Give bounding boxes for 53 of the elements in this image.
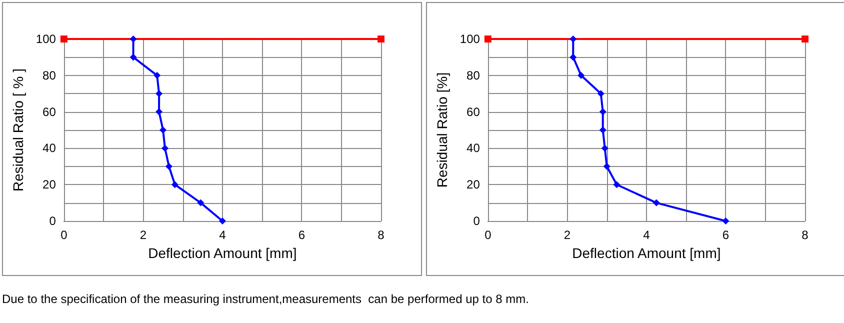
x-tick-label: 2 xyxy=(140,228,147,242)
y-tick-label: 0 xyxy=(49,214,56,228)
point xyxy=(378,36,384,42)
point xyxy=(60,36,68,42)
y-tick-label: 60 xyxy=(466,104,480,119)
x-axis-title: Deflection Amount [mm] xyxy=(572,244,721,261)
x-tick-label: 2 xyxy=(564,228,571,242)
point xyxy=(570,36,577,42)
point xyxy=(165,162,172,170)
point xyxy=(156,108,163,116)
point xyxy=(578,72,585,79)
y-tick-label: 80 xyxy=(42,68,56,82)
y-axis-title: Residual Ratio [%] xyxy=(434,72,450,188)
point xyxy=(652,199,660,206)
point xyxy=(130,36,137,42)
x-axis-title: Deflection Amount [mm] xyxy=(148,244,297,261)
y-tick-label: 20 xyxy=(42,178,56,192)
x-tick-label: 6 xyxy=(722,228,730,242)
y-axis-title: Residual Ratio [ % ] xyxy=(10,68,26,192)
point xyxy=(597,90,604,98)
y-tick-label: 60 xyxy=(42,104,56,119)
y-tick-label: 100 xyxy=(460,32,480,46)
x-tick-label: 0 xyxy=(60,228,68,242)
point xyxy=(599,126,606,134)
x-tick-label: 6 xyxy=(298,228,306,242)
point xyxy=(161,144,168,152)
point xyxy=(603,162,610,170)
point xyxy=(156,90,163,98)
point xyxy=(599,108,606,116)
text: Due to the specification of the measuring instrument,measurements can be performed up to 8 mm. xyxy=(2,292,529,306)
point xyxy=(722,218,730,224)
y-tick-label: 40 xyxy=(466,141,480,156)
x-tick-label: 8 xyxy=(802,228,809,242)
point xyxy=(197,199,204,206)
y-tick-label: 100 xyxy=(36,32,56,46)
point xyxy=(130,54,137,61)
x-tick-label: 8 xyxy=(378,228,385,242)
point xyxy=(613,181,620,188)
x-tick-label: 4 xyxy=(219,228,226,242)
point xyxy=(601,144,608,152)
point xyxy=(171,181,178,188)
point xyxy=(484,36,492,42)
point xyxy=(802,36,808,42)
y-tick-label: 20 xyxy=(466,178,480,192)
y-tick-label: 0 xyxy=(473,214,480,228)
point xyxy=(154,72,161,79)
point xyxy=(570,54,577,61)
y-tick-label: 80 xyxy=(466,68,480,82)
point xyxy=(218,218,226,224)
point xyxy=(160,126,167,134)
x-tick-label: 0 xyxy=(484,228,492,242)
x-tick-label: 4 xyxy=(643,228,650,242)
y-tick-label: 40 xyxy=(42,141,56,156)
